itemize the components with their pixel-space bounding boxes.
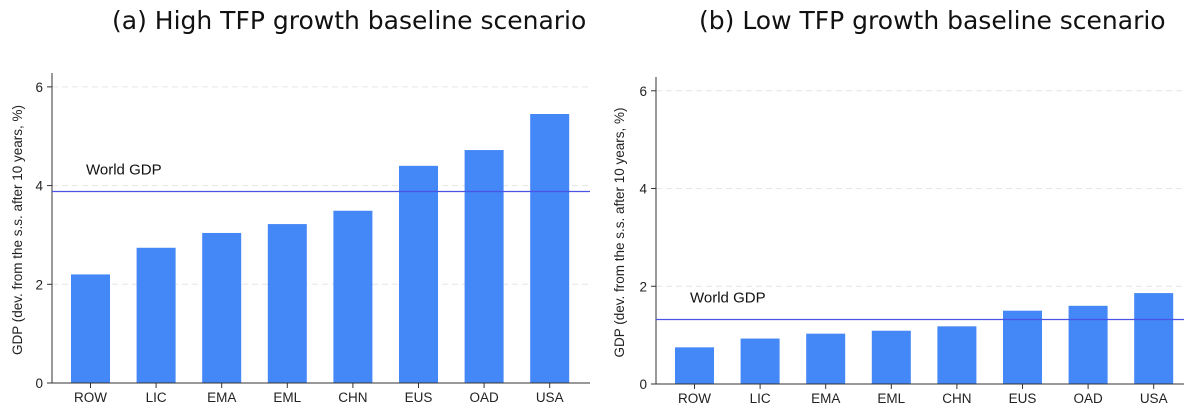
chart-panel-a: (a) High TFP growth baseline scenario 0 2… [10, 6, 590, 405]
chart-title-b: (b) Low TFP growth baseline scenario [699, 6, 1166, 35]
chart-panel-b: (b) Low TFP growth baseline scenario 0 2 4… [597, 0, 1194, 409]
y-tick-label-a: 2 [35, 277, 43, 292]
x-tick-label-a: EMA [207, 390, 236, 405]
y-tick-label-b: 4 [639, 182, 647, 197]
bar-ema-b [806, 333, 846, 384]
x-tick-label-b: OAD [1073, 391, 1103, 406]
x-tick-label-a: USA [536, 390, 564, 405]
bar-oad-a [464, 150, 504, 383]
bar-chn-b [937, 326, 977, 384]
x-tick-label-b: ROW [678, 391, 711, 406]
bar-row-b [675, 347, 714, 384]
bar-usa-a [530, 114, 570, 384]
y-tick-label-b: 2 [639, 279, 647, 294]
y-tick-label-b: 0 [639, 377, 647, 392]
y-tick-label-a: 6 [35, 80, 43, 95]
x-tick-label-b: USA [1140, 391, 1168, 406]
bar-eml-b [871, 330, 911, 384]
y-tick-label-a: 4 [35, 179, 43, 194]
bar-ema-a [202, 232, 242, 383]
chart-b-svg: 0 2 4 6 ROW LIC EMA EML CHN EUS OAD USA World GDP GDP… [612, 77, 1184, 406]
x-tick-label-a: EML [273, 390, 301, 405]
y-axis-label-a: GDP (dev. from the s.s. after 10 years, … [10, 105, 25, 355]
y-tick-label-a: 0 [35, 376, 43, 391]
x-tick-label-a: EUS [405, 390, 433, 405]
bar-eus-b [1003, 310, 1042, 384]
bar-lic-a [136, 247, 176, 383]
y-axis-label-b: GDP (dev. from the s.s. after 10 years, … [612, 107, 627, 357]
x-tick-label-b: EMA [811, 391, 840, 406]
bar-lic-b [740, 338, 780, 384]
bar-eml-a [267, 224, 307, 383]
x-tick-label-b: EML [877, 391, 905, 406]
bar-oad-b [1068, 305, 1108, 384]
bar-chn-a [333, 210, 373, 383]
x-tick-label-a: CHN [338, 390, 367, 405]
world-gdp-label-b: World GDP [690, 289, 766, 306]
chart-title-a: (a) High TFP growth baseline scenario [112, 6, 587, 35]
x-tick-label-a: ROW [74, 390, 107, 405]
chart-a-svg: 0 2 4 6 ROW LIC EMA EML CHN EUS OAD USA World GDP GDP… [10, 73, 590, 405]
y-tick-label-b: 6 [639, 84, 647, 99]
bar-row-a [71, 274, 110, 383]
world-gdp-label-a: World GDP [86, 162, 162, 179]
x-tick-label-b: EUS [1009, 391, 1037, 406]
bar-eus-a [399, 165, 438, 383]
bar-usa-b [1134, 293, 1174, 384]
x-tick-label-b: CHN [942, 391, 971, 406]
x-tick-label-b: LIC [750, 391, 771, 406]
x-tick-label-a: LIC [146, 390, 167, 405]
x-tick-label-a: OAD [469, 390, 499, 405]
